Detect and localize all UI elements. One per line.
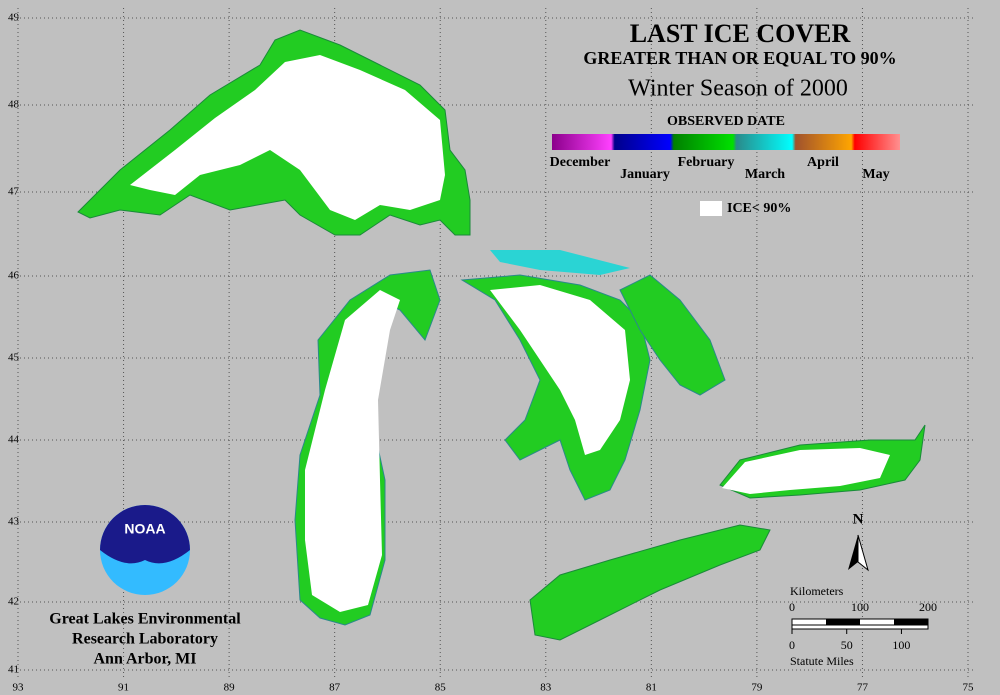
lat-label: 44 [8, 434, 20, 446]
north-label: N [853, 511, 864, 527]
lat-label: 46 [8, 270, 20, 282]
legend-white-label: ICE< 90% [727, 201, 791, 216]
lon-label: 87 [329, 682, 341, 694]
lon-label: 85 [435, 682, 447, 694]
month-label: April [807, 155, 839, 170]
km-title: Kilometers [790, 584, 844, 598]
km-tick-label: 100 [851, 600, 869, 614]
legend-colorbar [552, 134, 900, 150]
mi-title: Statute Miles [790, 654, 854, 668]
subtitle: GREATER THAN OR EQUAL TO 90% [583, 48, 896, 68]
lon-label: 89 [224, 682, 236, 694]
scale-bar: Kilometers Statute Miles 0 100 200 0 50 100 [789, 584, 937, 668]
lat-label: 48 [8, 99, 20, 111]
north-arrow-right [857, 534, 869, 572]
lat-label: 47 [8, 186, 20, 198]
scale-bar-seg [826, 619, 860, 625]
lon-label: 75 [963, 682, 975, 694]
lat-label: 49 [8, 12, 20, 24]
lon-label: 93 [13, 682, 25, 694]
lat-label: 42 [8, 596, 19, 608]
month-label: February [678, 155, 735, 170]
lat-label: 41 [8, 664, 19, 676]
legend-months: December January February March April May [550, 155, 890, 182]
lake-ontario-ice [722, 448, 890, 494]
title: LAST ICE COVER [630, 19, 851, 48]
lake-huron-ice [490, 285, 630, 455]
month-label: March [745, 167, 785, 182]
noaa-text: NOAA [124, 521, 165, 537]
mi-tick-label: 0 [789, 638, 795, 652]
scale-bar-seg [894, 619, 928, 625]
lat-label: 43 [8, 516, 20, 528]
km-tick-label: 200 [919, 600, 937, 614]
mi-tick-label: 100 [892, 638, 910, 652]
lake-erie [529, 524, 771, 641]
lat-label: 45 [8, 352, 20, 364]
month-label: January [620, 167, 670, 182]
month-label: December [550, 155, 611, 170]
graticule: 49 48 47 46 45 44 43 42 41 93 91 89 87 85 83 81 79 77 75 [8, 8, 975, 694]
lake-michigan-ice [305, 290, 400, 612]
lon-label: 83 [540, 682, 552, 694]
legend-title: OBSERVED DATE [667, 114, 785, 129]
mi-tick-label: 50 [841, 638, 853, 652]
north-arrow-left [848, 535, 858, 570]
lon-label: 91 [118, 682, 129, 694]
km-tick-label: 0 [789, 600, 795, 614]
legend-white-swatch [700, 201, 722, 216]
north-channel [490, 250, 630, 275]
lake-superior-ice [130, 55, 445, 220]
scale-bar-mi [791, 624, 929, 630]
lon-label: 79 [751, 682, 763, 694]
season: Winter Season of 2000 [628, 76, 848, 102]
lon-label: 77 [857, 682, 869, 694]
lab-line-2: Research Laboratory [72, 631, 218, 648]
month-label: May [862, 167, 889, 182]
noaa-logo-top [100, 505, 190, 564]
lab-line-1: Great Lakes Environmental [49, 611, 241, 628]
georgian-bay [619, 274, 726, 396]
lab-line-3: Ann Arbor, MI [94, 651, 197, 668]
lon-label: 81 [646, 682, 657, 694]
